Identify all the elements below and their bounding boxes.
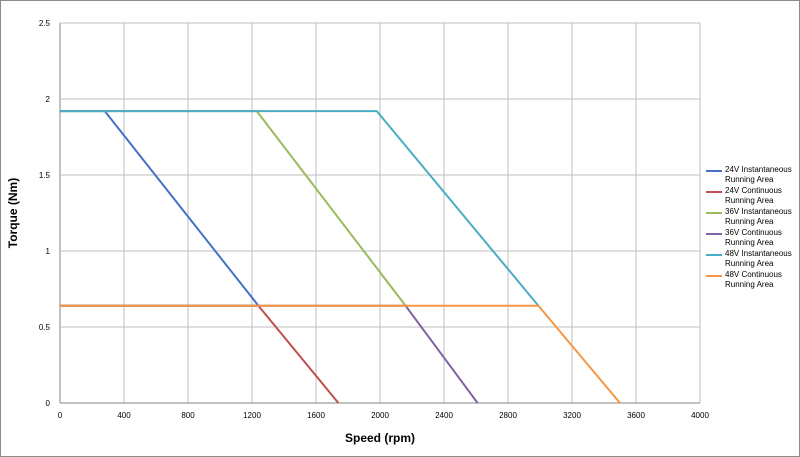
series-line-3 [60,110,407,307]
legend-swatch [706,233,722,235]
legend-item: 36V Instantaneous Running Area [706,207,796,227]
y-tick-label: 2 [46,95,51,104]
legend-item: 36V Continuous Running Area [706,228,796,248]
legend-item: 48V Continuous Running Area [706,270,796,290]
x-tick-label: 2000 [371,411,389,420]
y-tick-label: 1 [46,247,51,256]
legend-label: 24V Continuous Running Area [725,186,782,205]
y-tick-label: 0.5 [39,323,51,332]
y-tick-label: 1.5 [39,171,51,180]
y-tick-label: 2.5 [39,19,51,28]
x-tick-label: 1200 [243,411,261,420]
x-tick-label: 400 [117,411,131,420]
legend-label: 36V Instantaneous Running Area [725,207,792,226]
x-tick-label: 0 [58,411,63,420]
legend-label: 24V Instantaneous Running Area [725,165,792,184]
chart-legend: 24V Instantaneous Running Area 24V Contin… [706,165,796,291]
x-tick-label: 1600 [307,411,325,420]
grid-lines [59,22,701,404]
series-line-4 [60,304,479,404]
x-tick-label: 2800 [499,411,517,420]
legend-item: 24V Instantaneous Running Area [706,165,796,185]
series-lines [60,110,621,404]
x-axis-label: Speed (rpm) [345,431,415,445]
x-tick-label: 3600 [627,411,645,420]
series-line-5 [60,110,540,307]
series-line-6 [60,304,621,404]
legend-swatch [706,170,722,172]
y-axis-label: Torque (Nm) [6,178,20,248]
legend-label: 36V Continuous Running Area [725,228,782,247]
y-tick-label: 0 [46,399,51,408]
legend-swatch [706,275,722,277]
legend-label: 48V Continuous Running Area [725,270,782,289]
series-line-1 [60,110,260,307]
x-tick-label: 3200 [563,411,581,420]
legend-swatch [706,191,722,193]
x-tick-label: 2400 [435,411,453,420]
x-tick-labels: 0 400 800 1200 1600 2000 2400 2800 3200 3600 4000 [58,411,710,420]
legend-swatch [706,254,722,256]
x-tick-label: 800 [181,411,195,420]
legend-swatch [706,212,722,214]
y-tick-labels: 0 0.5 1 1.5 2 2.5 [39,19,51,408]
x-tick-label: 4000 [691,411,709,420]
series-line-2 [60,304,340,404]
legend-label: 48V Instantaneous Running Area [725,249,792,268]
legend-item: 24V Continuous Running Area [706,186,796,206]
legend-item: 48V Instantaneous Running Area [706,249,796,269]
